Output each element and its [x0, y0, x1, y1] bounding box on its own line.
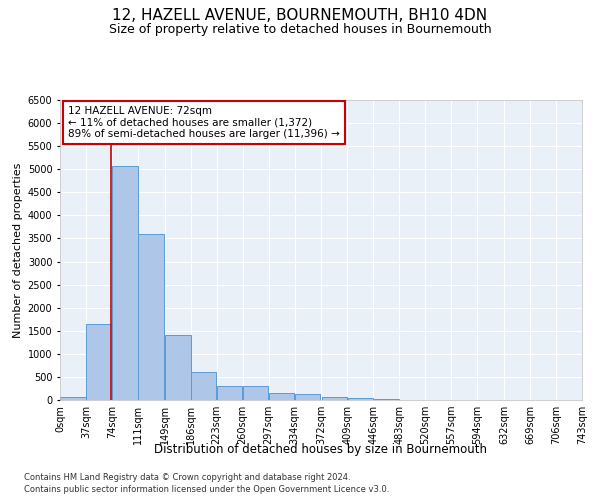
- Bar: [322, 396, 347, 400]
- Bar: [374, 398, 399, 400]
- Text: Contains HM Land Registry data © Crown copyright and database right 2024.: Contains HM Land Registry data © Crown c…: [24, 472, 350, 482]
- Bar: [138, 234, 164, 400]
- Text: Size of property relative to detached houses in Bournemouth: Size of property relative to detached ho…: [109, 22, 491, 36]
- Y-axis label: Number of detached properties: Number of detached properties: [13, 162, 23, 338]
- Bar: [112, 166, 138, 400]
- Text: Distribution of detached houses by size in Bournemouth: Distribution of detached houses by size …: [155, 442, 487, 456]
- Text: 12 HAZELL AVENUE: 72sqm
← 11% of detached houses are smaller (1,372)
89% of semi: 12 HAZELL AVENUE: 72sqm ← 11% of detache…: [68, 106, 340, 139]
- Text: Contains public sector information licensed under the Open Government Licence v3: Contains public sector information licen…: [24, 485, 389, 494]
- Bar: [191, 372, 217, 400]
- Bar: [295, 394, 320, 400]
- Text: 12, HAZELL AVENUE, BOURNEMOUTH, BH10 4DN: 12, HAZELL AVENUE, BOURNEMOUTH, BH10 4DN: [112, 8, 488, 22]
- Bar: [243, 386, 268, 400]
- Bar: [60, 396, 86, 400]
- Bar: [269, 393, 295, 400]
- Bar: [86, 324, 112, 400]
- Bar: [165, 336, 191, 400]
- Bar: [217, 386, 242, 400]
- Bar: [347, 398, 373, 400]
